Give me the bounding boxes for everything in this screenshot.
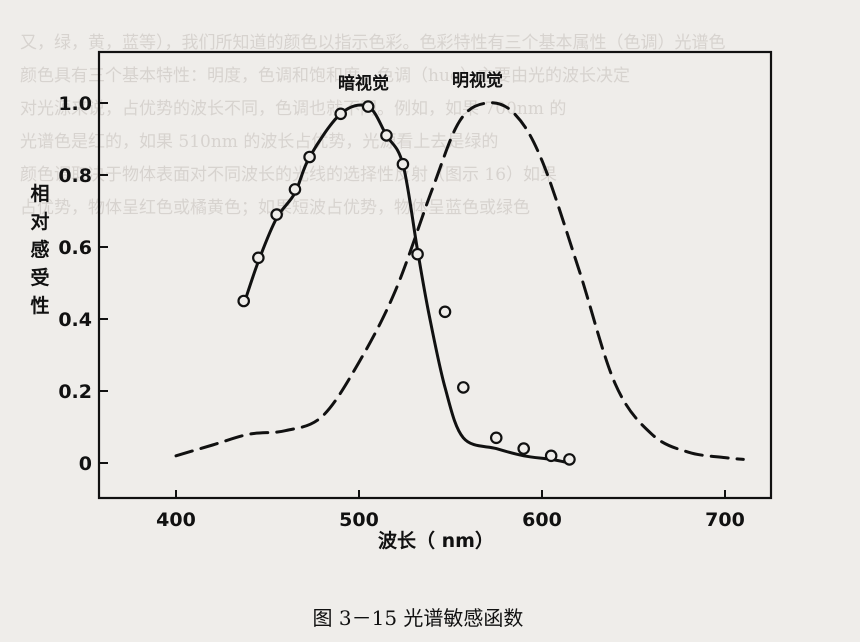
data-point-scotopic [411, 247, 424, 261]
series-label-photopic: 明视觉 [452, 70, 503, 91]
series-lines [174, 101, 745, 465]
bleed-text-line: 又，绿，黄，蓝等），我们所知道的颜色以指示色彩。色彩特性有三个基本属性（色调）光… [20, 33, 726, 53]
x-tick-label: 600 [522, 509, 562, 531]
x-tick-label: 500 [339, 509, 379, 531]
y-axis-label: 相对感受性 [30, 183, 49, 317]
data-point-scotopic [489, 431, 503, 445]
data-point-scotopic [544, 449, 558, 463]
plot-frame [97, 50, 773, 500]
data-point-scotopic [252, 251, 265, 265]
y-tick-label: 1.0 [58, 93, 92, 115]
data-point-scotopic [457, 381, 470, 394]
bleed-text-line: 颜色具有三个基本特性：明度，色调和饱和度。色调（hue）主要由光的波长决定 [20, 66, 630, 86]
data-point-scotopic [288, 183, 302, 196]
series-markers [237, 100, 576, 466]
x-tick-label: 400 [156, 509, 196, 531]
bleed-text-line: 颜色调取决于物体表面对不同波长的光线的选择性反射（图示 16）如果 [20, 165, 557, 185]
data-point-scotopic [270, 208, 283, 221]
data-point-scotopic [237, 294, 251, 308]
x-axis-label: 波长（ nm） [378, 529, 494, 552]
data-point-scotopic [517, 442, 530, 455]
data-point-scotopic [334, 107, 347, 121]
y-tick-label: 0.8 [58, 165, 92, 187]
data-point-scotopic [563, 453, 576, 466]
bleed-text-line: 占优势，物体呈红色或橘黄色；如果短波占优势，物体呈蓝色或绿色 [20, 198, 530, 218]
y-tick-label: 0.2 [58, 381, 92, 403]
figure-caption: 图 3－15 光谱敏感函数 [313, 606, 524, 630]
data-point-scotopic [396, 157, 410, 171]
y-tick-label: 0.4 [58, 309, 92, 331]
series-label-scotopic: 暗视觉 [338, 73, 389, 94]
bleed-text-line: 对光源来说，占优势的波长不同，色调也就不同。例如，如果 700nm 的 [20, 99, 566, 119]
series-line-scotopic [242, 103, 571, 465]
data-point-scotopic [380, 129, 393, 142]
x-tick-label: 700 [705, 509, 745, 531]
y-tick-label: 0.6 [58, 237, 92, 259]
background-bleed-text: 又，绿，黄，蓝等），我们所知道的颜色以指示色彩。色彩特性有三个基本属性（色调）光… [20, 33, 726, 218]
data-point-scotopic [303, 150, 316, 164]
axis-ticks: 0 0.2 0.4 0.6 0.8 1.0 400 500 600 700 [58, 93, 745, 531]
y-tick-label: 0 [79, 453, 92, 475]
data-point-scotopic [361, 100, 375, 113]
data-point-scotopic [438, 305, 452, 319]
bleed-text-line: 光谱色是红的，如果 510nm 的波长占优势，光源看上去是绿的 [20, 132, 498, 152]
series-line-photopic [174, 101, 745, 461]
